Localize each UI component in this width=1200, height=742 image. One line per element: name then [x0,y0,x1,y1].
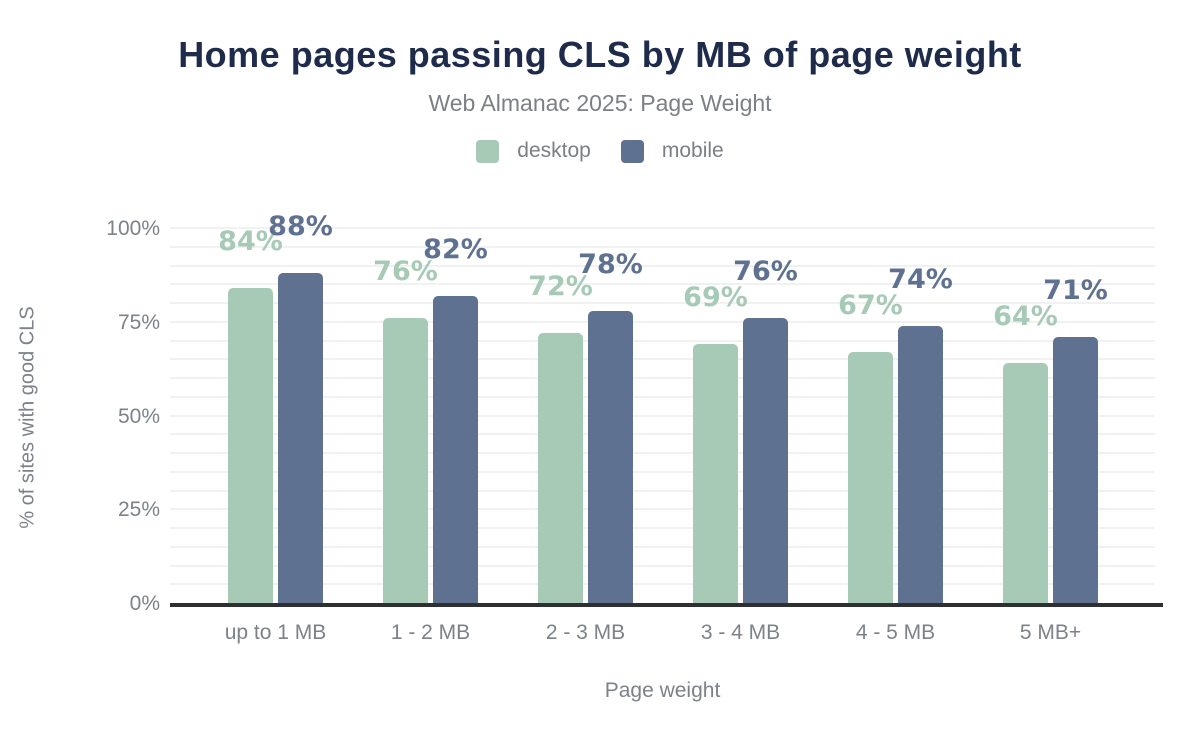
gridline-80pct [170,302,1155,304]
y-tick-label-0: 0% [129,592,160,615]
value-label-mobile-2---3-MB: 78% [578,248,643,280]
gridline-90pct [170,264,1155,267]
value-label-desktop-1---2-MB: 76% [373,256,438,287]
legend-item-mobile[interactable]: mobile [620,139,724,163]
legend-label: mobile [661,139,724,162]
gridline-5pct [170,583,1155,586]
x-tick-label-5-MB+: 5 MB+ [1019,621,1082,644]
gridline-70pct [170,339,1155,342]
gridline-100pct [170,227,1155,229]
legend: desktop mobile [0,139,1200,163]
gridline-55pct [170,395,1155,398]
gridline-85pct [170,283,1155,286]
gridline-15pct [170,545,1155,548]
bar-mobile-2---3-MB[interactable] [588,310,633,603]
gridline-30pct [170,489,1155,492]
gridline-10pct [170,564,1155,567]
gridline-50pct [170,414,1155,417]
value-label-desktop-up-to-1-MB: 84% [218,226,283,257]
bar-mobile-4---5-MB[interactable] [898,325,943,603]
x-tick-label-4---5-MB: 4 - 5 MB [855,621,936,644]
bar-desktop-2---3-MB[interactable] [538,333,583,603]
y-axis-title: % of sites with good CLS [16,306,39,529]
y-tick-label-25: 25% [117,498,160,522]
y-tick-label-50: 50% [117,404,160,428]
gridline-65pct [170,358,1155,361]
y-tick-label-75: 75% [117,310,160,334]
value-label-mobile-5-MB+: 71% [1043,274,1108,306]
gridline-95pct [170,245,1155,248]
legend-swatch-desktop [476,139,500,163]
value-label-mobile-up-to-1-MB: 88% [268,211,333,242]
y-tick-label-100: 100% [106,217,160,240]
value-label-desktop-5-MB+: 64% [993,301,1058,332]
gridline-75pct [170,320,1155,323]
value-label-desktop-4---5-MB: 67% [838,289,903,321]
bar-mobile-3---4-MB[interactable] [743,318,788,603]
x-tick-label-up-to-1-MB: up to 1 MB [224,621,327,644]
bar-desktop-up-to-1-MB[interactable] [228,288,273,603]
legend-label: desktop [517,139,591,162]
legend-item-desktop[interactable]: desktop [476,139,591,163]
bar-mobile-5-MB+[interactable] [1053,336,1098,603]
value-label-mobile-3---4-MB: 76% [733,256,798,287]
bar-desktop-3---4-MB[interactable] [693,344,738,603]
gridline-45pct [170,433,1155,436]
bar-mobile-1---2-MB[interactable] [433,295,478,603]
x-axis-title: Page weight [604,679,721,702]
bar-desktop-4---5-MB[interactable] [848,351,893,603]
gridline-60pct [170,377,1155,379]
value-label-desktop-2---3-MB: 72% [528,271,593,302]
x-tick-label-1---2-MB: 1 - 2 MB [390,621,471,644]
x-tick-label-3---4-MB: 3 - 4 MB [700,621,781,644]
gridline-20pct [170,527,1155,529]
chart-title: Home pages passing CLS by MB of page wei… [178,34,1022,75]
x-tick-label-2---3-MB: 2 - 3 MB [545,621,626,644]
gridline-40pct [170,452,1155,454]
value-label-mobile-1---2-MB: 82% [423,233,488,265]
legend-swatch-mobile [620,139,644,163]
value-label-desktop-3---4-MB: 69% [683,282,748,314]
value-label-mobile-4---5-MB: 74% [888,263,953,295]
bar-desktop-5-MB+[interactable] [1003,363,1048,603]
bar-mobile-up-to-1-MB[interactable] [278,273,323,603]
gridline-35pct [170,470,1155,473]
bar-desktop-1---2-MB[interactable] [383,318,428,603]
gridline-25pct [170,508,1155,511]
chart-subtitle: Web Almanac 2025: Page Weight [428,90,772,116]
x-axis-line [170,603,1163,607]
